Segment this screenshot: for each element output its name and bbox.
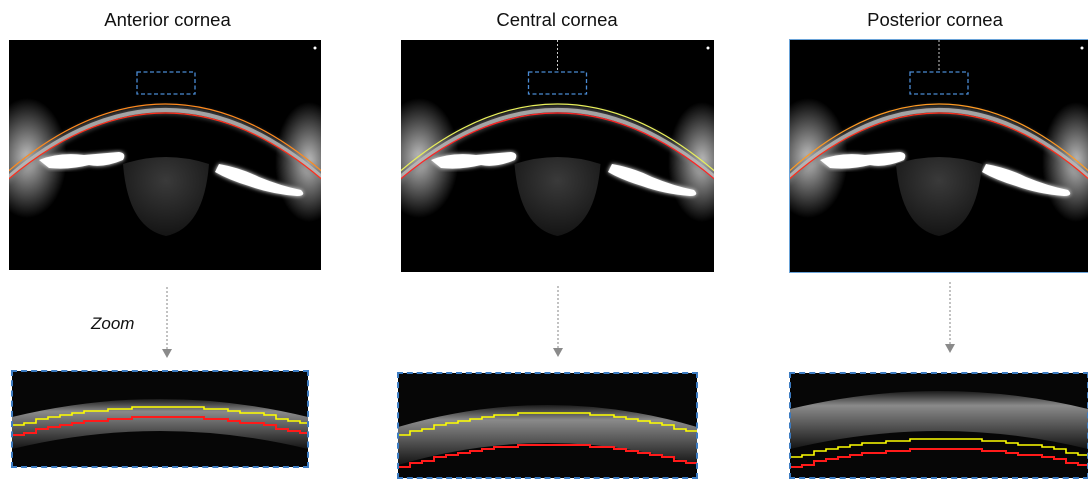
zoom-view-central — [397, 372, 698, 479]
zoom-view-anterior — [11, 370, 309, 468]
panel-title-anterior: Anterior cornea — [104, 9, 231, 30]
panel-title-posterior: Posterior cornea — [867, 9, 1003, 30]
zoom-arrow-anterior — [162, 287, 172, 358]
zoom-arrow-central — [553, 286, 563, 357]
zoom-label: Zoom — [91, 314, 135, 333]
panel-title-central: Central cornea — [496, 9, 618, 30]
zoom-arrow-posterior — [945, 282, 955, 353]
zoom-view-posterior — [789, 372, 1088, 479]
oct-scan-anterior — [9, 40, 321, 270]
oct-scan-posterior — [790, 40, 1088, 272]
oct-scan-central — [401, 40, 714, 272]
